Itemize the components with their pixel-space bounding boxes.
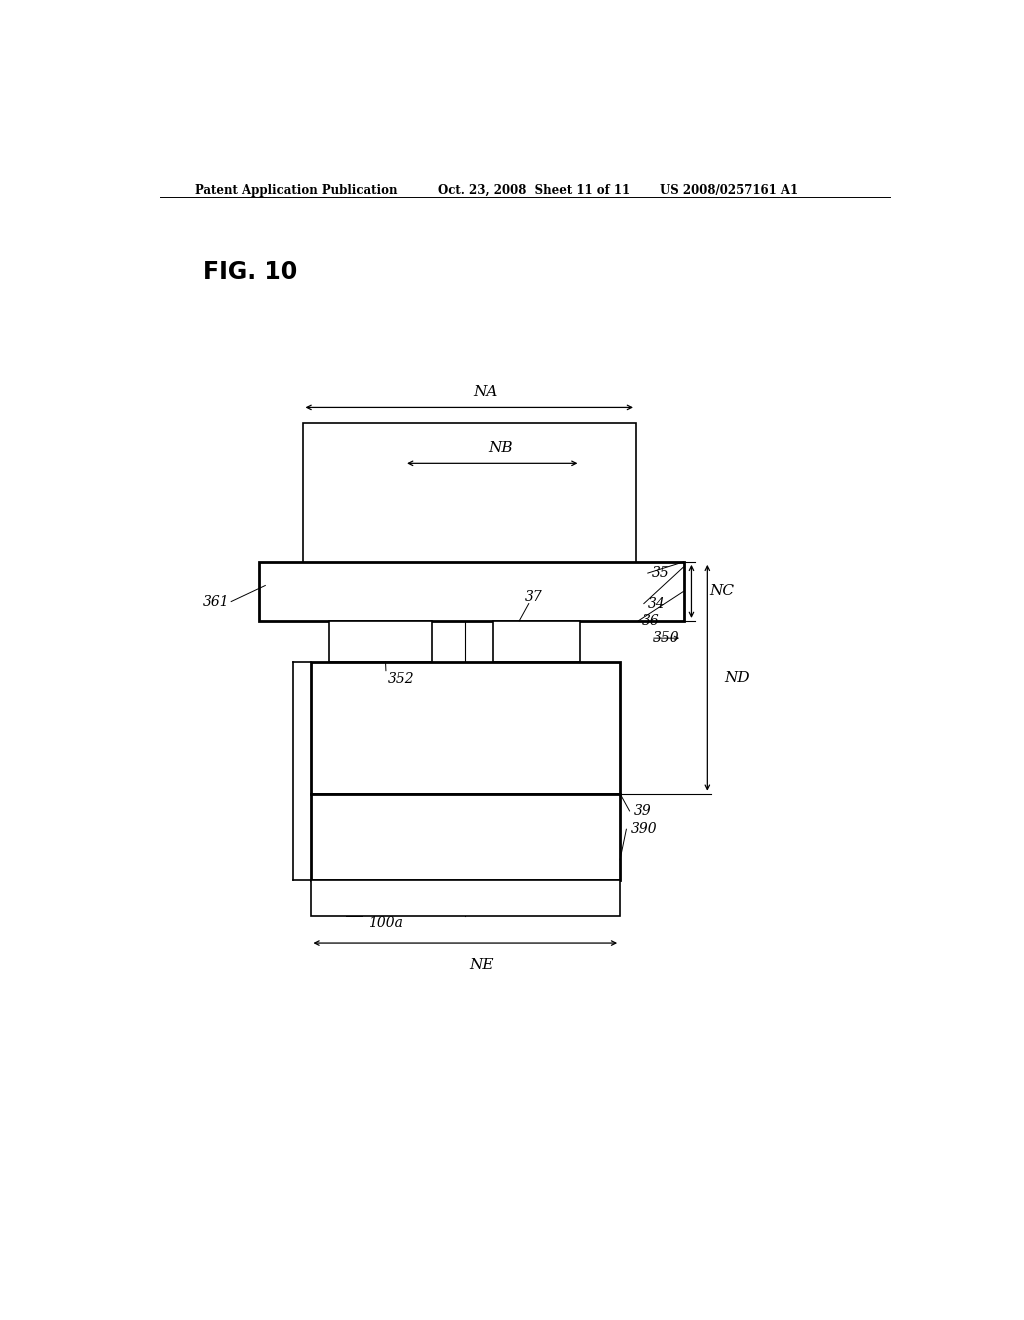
Bar xyxy=(494,620,581,661)
Text: NC: NC xyxy=(709,585,734,598)
Text: 361: 361 xyxy=(203,594,229,609)
Bar xyxy=(329,620,432,661)
Text: Oct. 23, 2008  Sheet 11 of 11: Oct. 23, 2008 Sheet 11 of 11 xyxy=(437,183,630,197)
Text: 352: 352 xyxy=(388,672,415,686)
Text: 390: 390 xyxy=(631,822,657,837)
Text: 100a: 100a xyxy=(369,916,403,929)
Bar xyxy=(310,661,621,793)
Text: 34: 34 xyxy=(648,597,666,611)
Text: NA: NA xyxy=(473,385,498,399)
Bar xyxy=(310,793,621,880)
Text: Patent Application Publication: Patent Application Publication xyxy=(196,183,398,197)
Text: ND: ND xyxy=(725,671,751,685)
Text: US 2008/0257161 A1: US 2008/0257161 A1 xyxy=(659,183,798,197)
Text: 35: 35 xyxy=(652,566,670,579)
Bar xyxy=(303,422,636,570)
Text: 39: 39 xyxy=(634,804,652,818)
Text: 36: 36 xyxy=(642,614,660,628)
Text: 350: 350 xyxy=(652,631,679,645)
Bar xyxy=(259,562,684,620)
Text: FIG. 10: FIG. 10 xyxy=(204,260,298,284)
Text: NE: NE xyxy=(469,958,494,973)
Text: NB: NB xyxy=(487,441,512,455)
Text: 37: 37 xyxy=(524,590,543,605)
Bar xyxy=(310,880,621,916)
